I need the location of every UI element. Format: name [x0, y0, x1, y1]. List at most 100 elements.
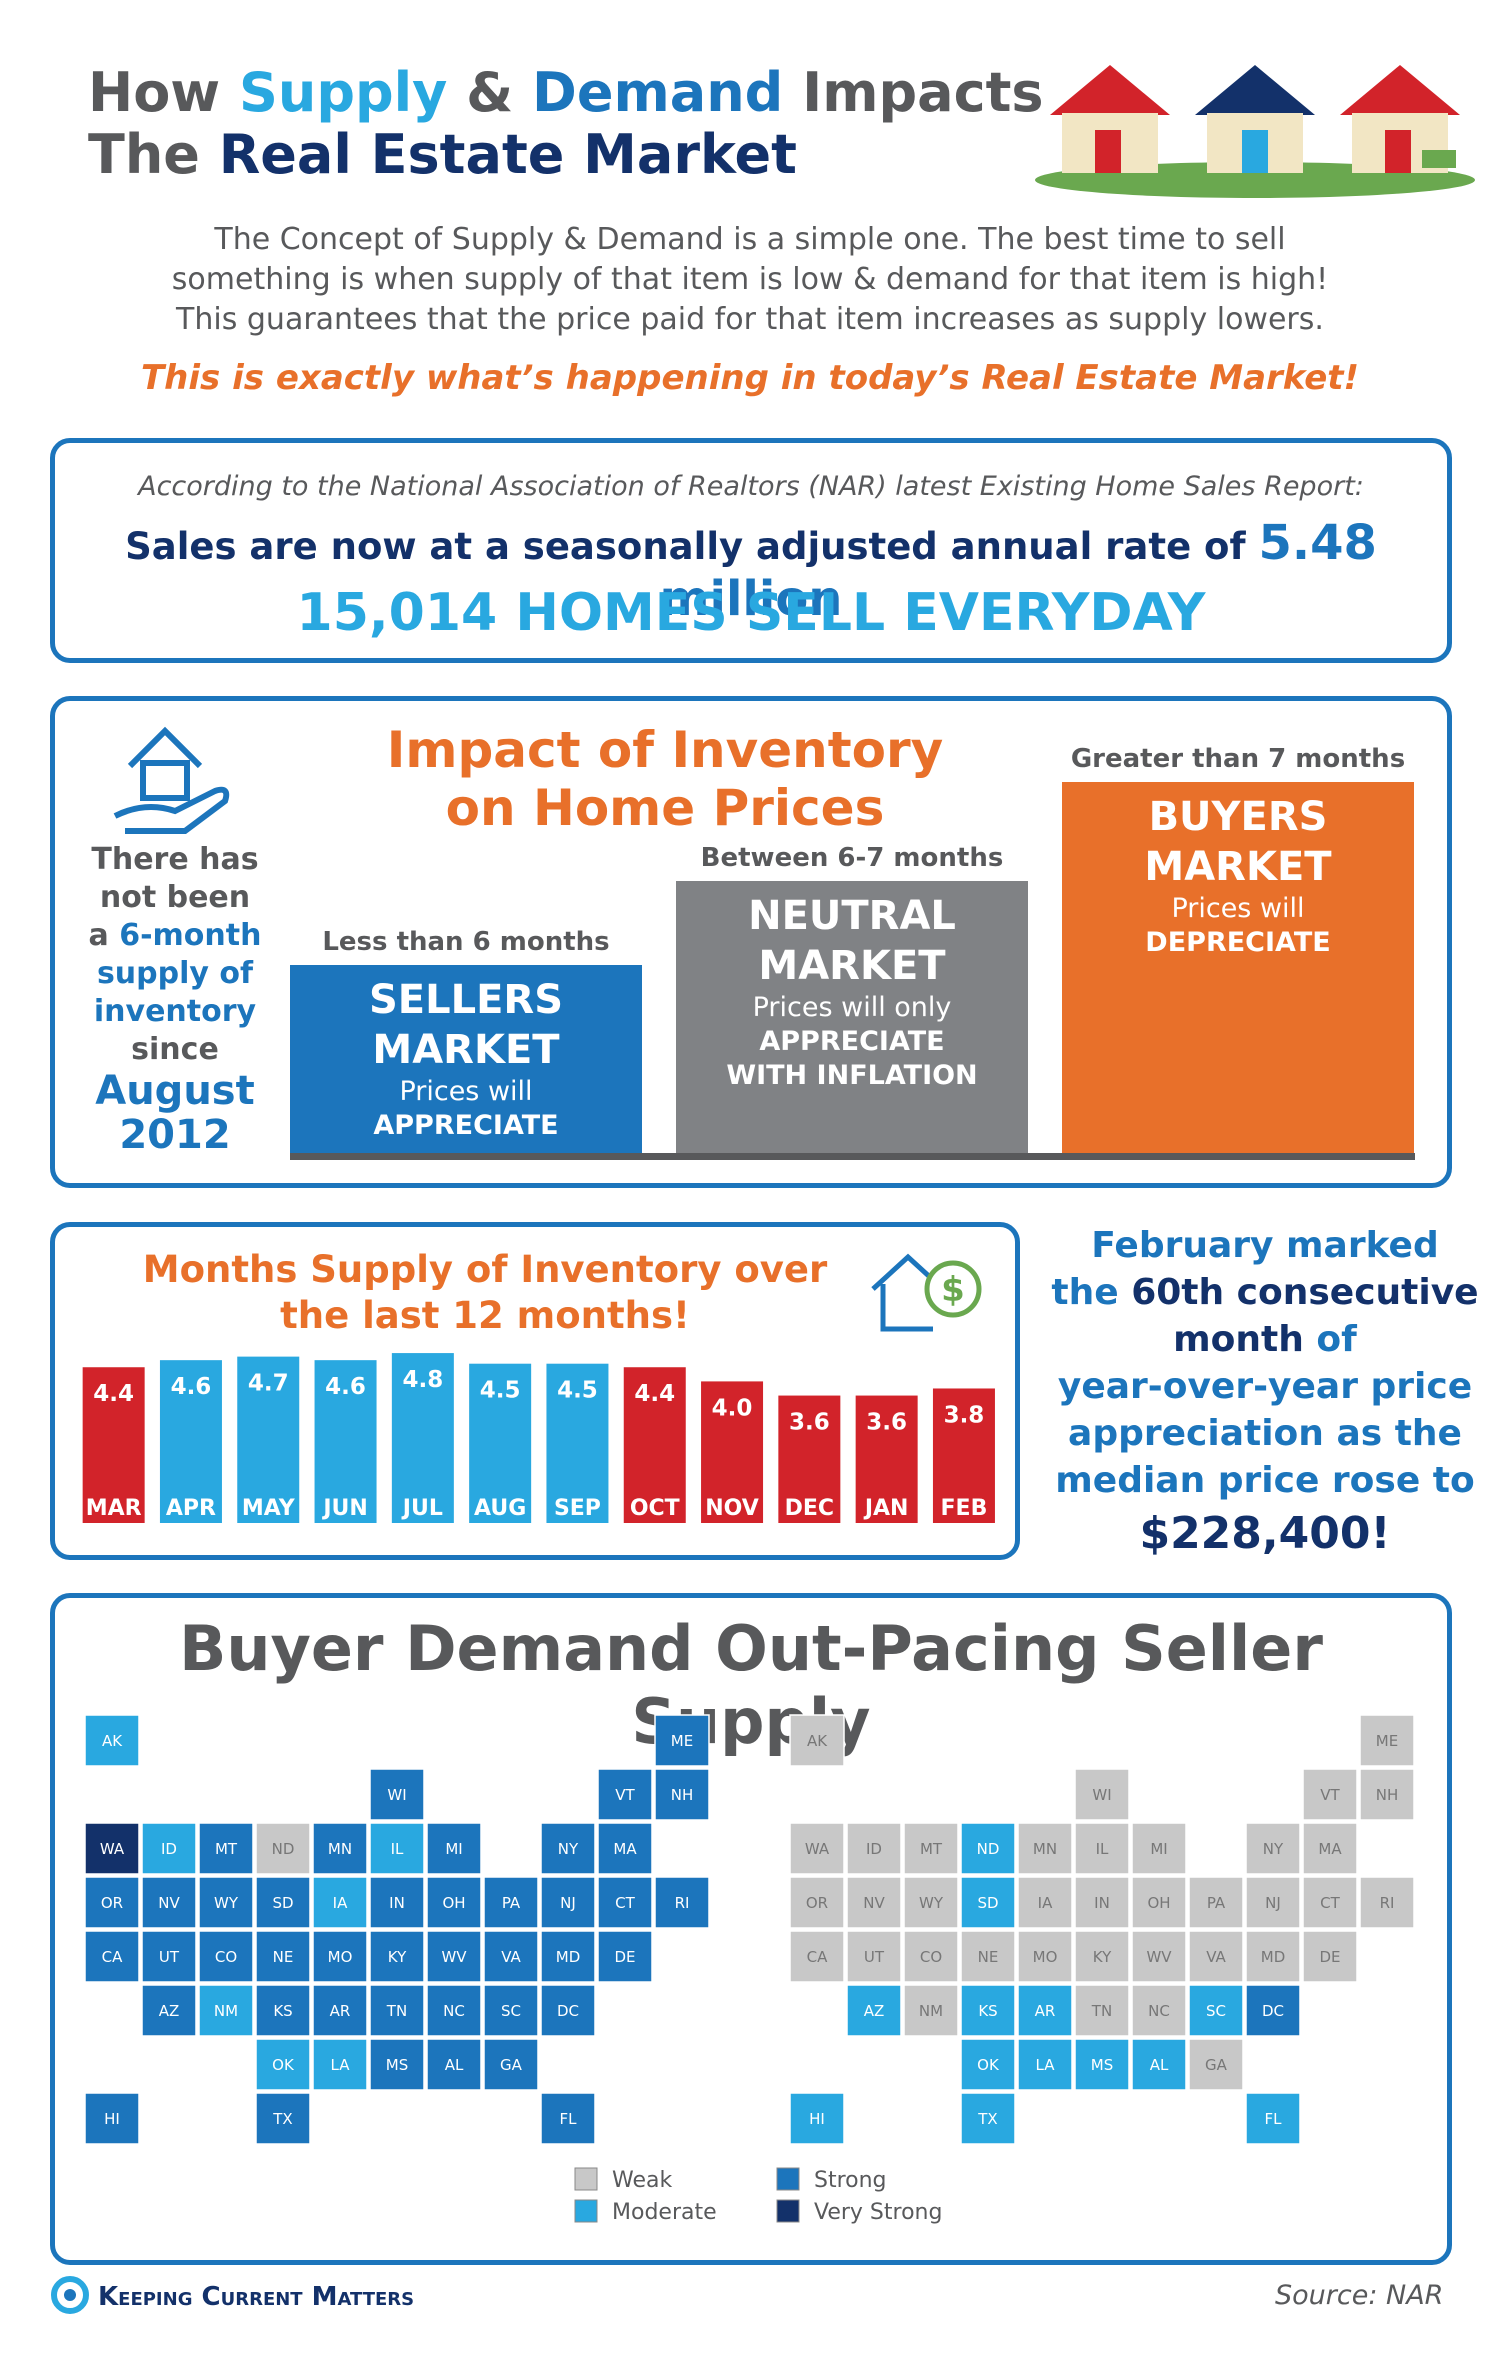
state-tile: [654, 1714, 710, 1767]
state-tile: [426, 1930, 482, 1983]
market-range: Between 6-7 months: [700, 843, 1004, 873]
state-tile: [483, 2038, 539, 2091]
state-label: MI: [445, 1840, 462, 1858]
market-range: Less than 6 months: [322, 927, 610, 957]
state-tile: [654, 1876, 710, 1929]
daily: 15,014 HOMES SELL EVERYDAY: [296, 583, 1206, 643]
state-tile: [1131, 1876, 1187, 1929]
state-label: OH: [442, 1894, 465, 1912]
state-tile: [1188, 1876, 1244, 1929]
state-tile: [312, 1822, 368, 1875]
state-tile: [960, 2038, 1016, 2091]
state-tile: [1017, 1930, 1073, 1983]
state-label: MO: [328, 1948, 353, 1966]
state-label: KS: [273, 2002, 292, 2020]
state-label: MN: [1033, 1840, 1057, 1858]
text-segment: since: [131, 1032, 219, 1067]
chart-title-line: Months Supply of Inventory over: [142, 1248, 828, 1291]
state-label: PA: [1207, 1894, 1226, 1912]
state-label: DE: [1319, 1948, 1340, 1966]
state-tile: [789, 1930, 845, 1983]
inventory-box: There has not been a 6-month supply of inven…: [50, 696, 1452, 1188]
text-segment: inventory: [93, 994, 257, 1029]
text-line: August: [65, 1069, 285, 1113]
text-segment: The: [88, 123, 219, 186]
state-label: IA: [333, 1894, 348, 1912]
state-tile: [846, 1822, 902, 1875]
rate-text: Sales are now at a seasonally adjusted a…: [125, 525, 1259, 568]
state-label: KS: [978, 2002, 997, 2020]
text-line: appreciation as the: [1040, 1410, 1490, 1457]
legend-label: Strong: [814, 2168, 887, 2193]
state-label: CA: [102, 1948, 123, 1966]
market-name: SELLERS: [368, 977, 564, 1023]
legend-label: Weak: [612, 2168, 672, 2193]
state-tile: [1359, 1768, 1415, 1821]
state-tile: [141, 1984, 197, 2037]
state-label: FL: [560, 2110, 578, 2128]
state-tile: [312, 1930, 368, 1983]
legend-label: Moderate: [612, 2200, 717, 2225]
text-segment: year-over-year price: [1057, 1366, 1473, 1407]
text-segment: Demand: [532, 61, 784, 124]
state-label: TN: [1091, 2002, 1112, 2020]
inventory-note: There has not been a 6-month supply of inven…: [65, 841, 285, 1157]
state-label: MA: [1318, 1840, 1342, 1858]
state-tile: [255, 1876, 311, 1929]
state-tile: [312, 1984, 368, 2037]
state-tile: [312, 1876, 368, 1929]
rate: 5.48 million: [659, 515, 1377, 627]
legend-swatch: [776, 2199, 800, 2223]
state-tile: [141, 1876, 197, 1929]
state-label: WA: [805, 1840, 830, 1858]
state-tile: [141, 1822, 197, 1875]
state-label: GA: [1205, 2056, 1228, 2074]
state-label: CA: [807, 1948, 828, 1966]
legend-swatch: [776, 2167, 800, 2191]
state-label: MS: [1091, 2056, 1113, 2074]
state-tile: [1302, 1768, 1358, 1821]
state-tile: [789, 1714, 845, 1767]
state-label: SC: [501, 2002, 521, 2020]
market-name: NEUTRAL: [748, 893, 956, 939]
state-tile: [1017, 1876, 1073, 1929]
chart-title-line: the last 12 months!: [280, 1294, 690, 1337]
state-tile: [846, 1930, 902, 1983]
legend-swatch: [574, 2199, 598, 2223]
market-desc: Prices will only: [752, 992, 952, 1023]
state-tile: [960, 1876, 1016, 1929]
state-label: ME: [1376, 1732, 1398, 1750]
text-segment: not been: [99, 880, 251, 915]
market-name: MARKET: [1144, 844, 1332, 890]
state-label: TX: [272, 2110, 292, 2128]
state-tile: [846, 1984, 902, 2037]
state-tile: [198, 1984, 254, 2037]
text-segment: median price rose to: [1055, 1460, 1475, 1501]
text-line: 2012: [65, 1113, 285, 1157]
state-label: AL: [445, 2056, 464, 2074]
text-line: the 60th consecutive: [1040, 1269, 1490, 1316]
state-label: WY: [214, 1894, 239, 1912]
state-label: LA: [1036, 2056, 1056, 2074]
state-tile: [540, 1822, 596, 1875]
state-label: AZ: [159, 2002, 180, 2020]
state-tile: [84, 1876, 140, 1929]
state-tile: [540, 1876, 596, 1929]
state-tile: [1131, 1822, 1187, 1875]
state-label: IL: [1096, 1840, 1109, 1858]
market-name: MARKET: [758, 943, 946, 989]
state-label: NE: [978, 1948, 999, 1966]
map-demand: AK ME WI VT NH WA ID MT ND MN IL MI NY MA OR NV WY SD IA IN…: [84, 1714, 710, 2145]
state-label: NH: [1376, 1786, 1399, 1804]
state-tile: [1245, 1930, 1301, 1983]
state-tile: [597, 1822, 653, 1875]
state-tile: [426, 1876, 482, 1929]
state-tile: [960, 2092, 1016, 2145]
state-tile: [1017, 1822, 1073, 1875]
houses-illustration: [1035, 65, 1475, 198]
text-segment: 60th consecutive: [1131, 1272, 1479, 1313]
state-label: NJ: [560, 1894, 576, 1912]
state-tile: [1074, 1876, 1130, 1929]
state-label: RI: [675, 1894, 690, 1912]
